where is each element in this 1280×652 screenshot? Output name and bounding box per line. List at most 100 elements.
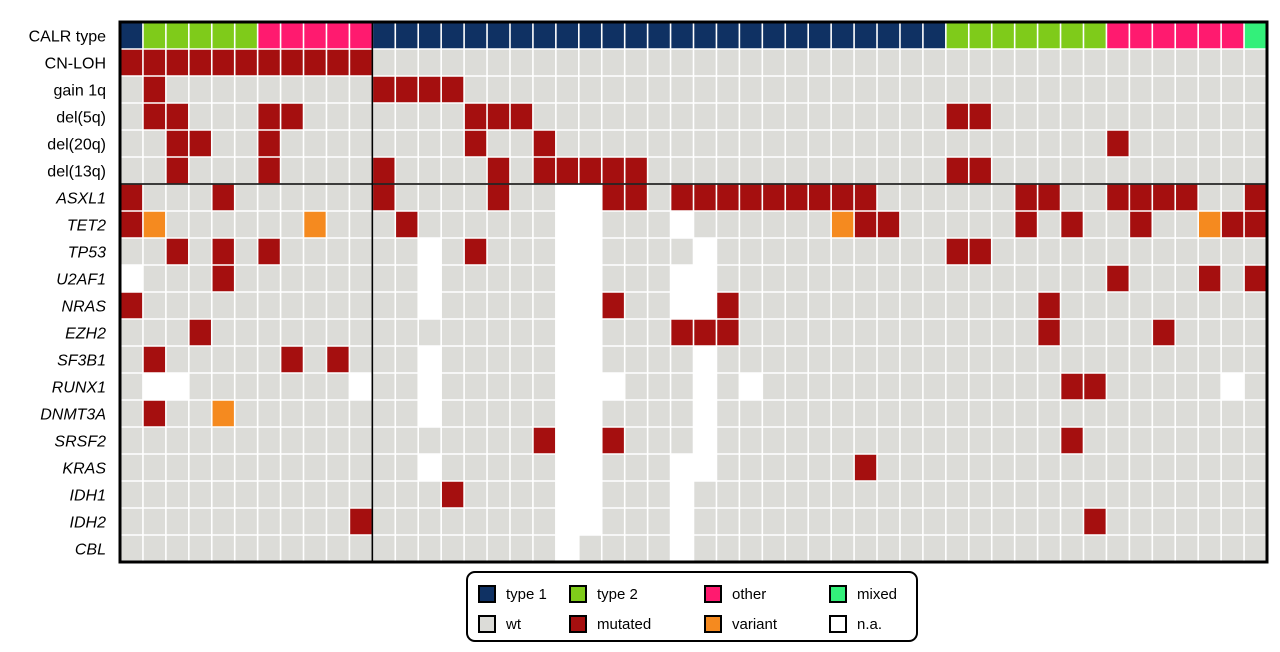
wt-cell (555, 76, 579, 103)
legend-swatch-other (704, 585, 722, 603)
wt-cell (257, 319, 281, 346)
variant-cell (1198, 211, 1222, 238)
wt-cell (739, 535, 763, 562)
wt-cell (854, 157, 878, 184)
calr-type-cell (1152, 22, 1176, 49)
calr-type-cell (922, 22, 946, 49)
calr-type-cell (211, 22, 235, 49)
na-cell (693, 265, 717, 292)
wt-cell (1198, 157, 1222, 184)
wt-cell (234, 292, 258, 319)
wt-cell (877, 157, 900, 184)
wt-cell (418, 535, 442, 562)
wt-cell (716, 454, 740, 481)
wt-cell (211, 535, 235, 562)
wt-cell (326, 535, 350, 562)
wt-cell (831, 76, 855, 103)
wt-cell (441, 400, 465, 427)
wt-cell (395, 130, 419, 157)
wt-cell (877, 76, 900, 103)
wt-cell (991, 373, 1015, 400)
wt-cell (303, 184, 327, 211)
wt-cell (1175, 49, 1199, 76)
wt-cell (532, 400, 556, 427)
mutated-cell (280, 103, 304, 130)
wt-cell (899, 184, 923, 211)
wt-cell (211, 481, 235, 508)
mutated-cell (142, 76, 166, 103)
wt-cell (831, 238, 855, 265)
wt-cell (1083, 481, 1107, 508)
wt-cell (624, 481, 648, 508)
wt-cell (1152, 400, 1176, 427)
legend-item-mutated: mutated (569, 613, 651, 635)
wt-cell (211, 211, 235, 238)
wt-cell (234, 427, 258, 454)
mutated-cell (142, 49, 166, 76)
wt-cell (487, 508, 510, 535)
legend-item-na: n.a. (829, 613, 882, 635)
wt-cell (922, 103, 946, 130)
wt-cell (854, 238, 878, 265)
wt-cell (601, 319, 625, 346)
mutated-cell (785, 184, 809, 211)
wt-cell (188, 400, 212, 427)
wt-cell (1175, 373, 1199, 400)
wt-cell (120, 400, 143, 427)
mutated-cell (487, 157, 510, 184)
wt-cell (831, 508, 855, 535)
wt-cell (624, 211, 648, 238)
mutated-cell (188, 319, 212, 346)
mutated-cell (624, 157, 648, 184)
calr-type-cell (1221, 22, 1245, 49)
wt-cell (854, 130, 878, 157)
wt-cell (1083, 238, 1107, 265)
wt-cell (509, 373, 533, 400)
wt-cell (922, 400, 946, 427)
wt-cell (395, 49, 419, 76)
wt-cell (372, 103, 396, 130)
wt-cell (165, 346, 189, 373)
wt-cell (785, 427, 809, 454)
na-cell (670, 508, 694, 535)
row-label-cbl: CBL (75, 542, 106, 559)
wt-cell (1106, 103, 1130, 130)
wt-cell (532, 319, 556, 346)
wt-cell (945, 508, 969, 535)
wt-cell (303, 373, 327, 400)
wt-cell (1129, 130, 1153, 157)
wt-cell (877, 184, 900, 211)
wt-cell (877, 130, 900, 157)
wt-cell (899, 49, 923, 76)
wt-cell (1221, 103, 1245, 130)
wt-cell (1152, 157, 1176, 184)
wt-cell (211, 373, 235, 400)
row-label-u2af1: U2AF1 (56, 272, 106, 289)
wt-cell (762, 292, 786, 319)
wt-cell (831, 157, 855, 184)
wt-cell (762, 211, 786, 238)
wt-cell (1106, 157, 1130, 184)
wt-cell (1060, 103, 1084, 130)
legend-swatch-type2 (569, 585, 587, 603)
wt-cell (968, 319, 992, 346)
wt-cell (257, 184, 281, 211)
row-label-ezh2: EZH2 (65, 326, 106, 343)
wt-cell (1014, 346, 1038, 373)
wt-cell (968, 481, 992, 508)
wt-cell (991, 481, 1015, 508)
wt-cell (831, 373, 855, 400)
calr-type-cell (991, 22, 1015, 49)
calr-type-cell (487, 22, 510, 49)
wt-cell (647, 535, 671, 562)
wt-cell (877, 427, 900, 454)
wt-cell (509, 481, 533, 508)
wt-cell (142, 184, 166, 211)
wt-cell (1129, 265, 1153, 292)
wt-cell (601, 400, 625, 427)
calr-type-cell (624, 22, 648, 49)
wt-cell (1129, 76, 1153, 103)
mutated-cell (670, 319, 694, 346)
row-label-idh1: IDH1 (70, 488, 106, 505)
wt-cell (441, 292, 465, 319)
